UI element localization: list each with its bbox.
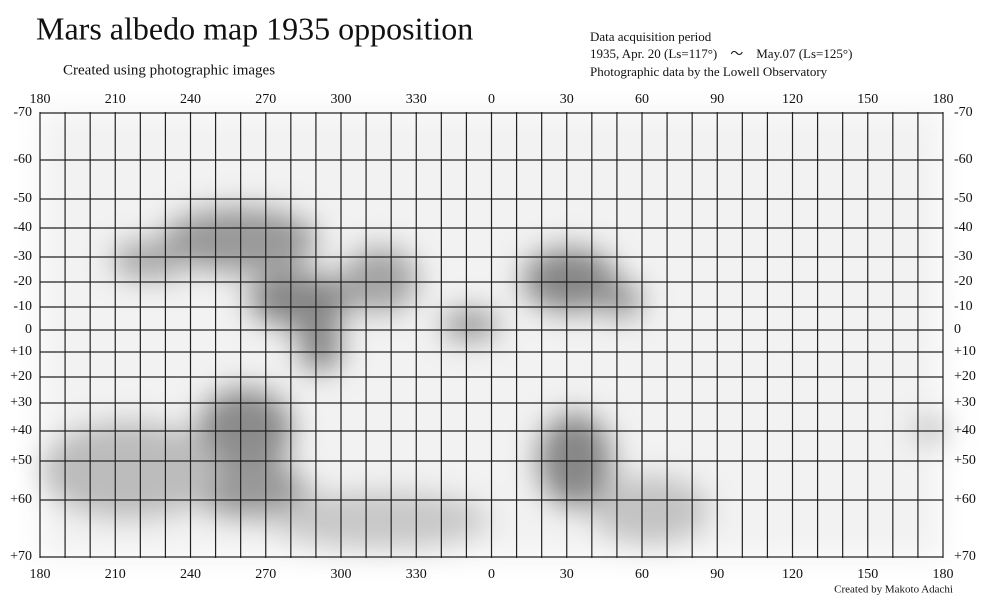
longitude-label: 180 — [933, 567, 954, 582]
longitude-label: 300 — [331, 92, 352, 107]
latitude-label: 0 — [954, 322, 961, 337]
info-line: 1935, Apr. 20 (Ls=117°) ～ May.07 (Ls=125… — [590, 46, 852, 61]
latitude-label: +40 — [10, 423, 32, 438]
latitude-label: -50 — [954, 191, 973, 206]
longitude-label: 90 — [710, 567, 724, 582]
latitude-label: +50 — [954, 453, 976, 468]
latitude-label: -40 — [954, 220, 973, 235]
latitude-label: -30 — [13, 249, 32, 264]
latitude-label: +40 — [954, 423, 976, 438]
latitude-label: -10 — [13, 299, 32, 314]
albedo-shading — [40, 112, 950, 558]
latitude-label: +10 — [954, 344, 976, 359]
graticule — [39, 112, 944, 558]
axis-labels: 1801802102102402402702703003003303300030… — [10, 92, 976, 582]
latitude-label: +30 — [954, 395, 976, 410]
latitude-label: -60 — [13, 152, 32, 167]
longitude-label: 0 — [488, 92, 495, 107]
latitude-label: 0 — [25, 322, 32, 337]
longitude-label: 330 — [406, 567, 427, 582]
subtitle: Created using photographic images — [63, 62, 275, 78]
latitude-label: +70 — [10, 549, 32, 564]
longitude-label: 30 — [560, 92, 574, 107]
title: Mars albedo map 1935 opposition — [36, 10, 473, 46]
longitude-label: 150 — [857, 567, 878, 582]
info-line: Photographic data by the Lowell Observat… — [590, 64, 828, 79]
longitude-label: 270 — [255, 567, 276, 582]
latitude-label: -40 — [13, 220, 32, 235]
longitude-label: 270 — [255, 92, 276, 107]
longitude-label: 120 — [782, 92, 803, 107]
longitude-label: 330 — [406, 92, 427, 107]
latitude-label: -50 — [13, 191, 32, 206]
latitude-label: +50 — [10, 453, 32, 468]
longitude-label: 150 — [857, 92, 878, 107]
latitude-label: -20 — [13, 274, 32, 289]
latitude-label: -70 — [13, 105, 32, 120]
latitude-label: -10 — [954, 299, 973, 314]
longitude-label: 30 — [560, 567, 574, 582]
latitude-label: -20 — [954, 274, 973, 289]
longitude-label: 90 — [710, 92, 724, 107]
latitude-label: +60 — [954, 492, 976, 507]
latitude-label: +20 — [10, 369, 32, 384]
longitude-label: 210 — [105, 92, 126, 107]
latitude-label: -30 — [954, 249, 973, 264]
longitude-label: 300 — [331, 567, 352, 582]
longitude-label: 60 — [635, 92, 649, 107]
longitude-label: 180 — [30, 92, 51, 107]
longitude-label: 210 — [105, 567, 126, 582]
latitude-label: -60 — [954, 152, 973, 167]
latitude-label: +70 — [954, 549, 976, 564]
latitude-label: +10 — [10, 344, 32, 359]
longitude-label: 240 — [180, 567, 201, 582]
longitude-label: 0 — [488, 567, 495, 582]
info-line: Data acquisition period — [590, 29, 712, 44]
longitude-label: 240 — [180, 92, 201, 107]
longitude-label: 60 — [635, 567, 649, 582]
latitude-label: +20 — [954, 369, 976, 384]
credit: Created by Makoto Adachi — [834, 584, 953, 596]
latitude-label: -70 — [954, 105, 973, 120]
latitude-label: +30 — [10, 395, 32, 410]
longitude-label: 180 — [933, 92, 954, 107]
longitude-label: 180 — [30, 567, 51, 582]
latitude-label: +60 — [10, 492, 32, 507]
longitude-label: 120 — [782, 567, 803, 582]
